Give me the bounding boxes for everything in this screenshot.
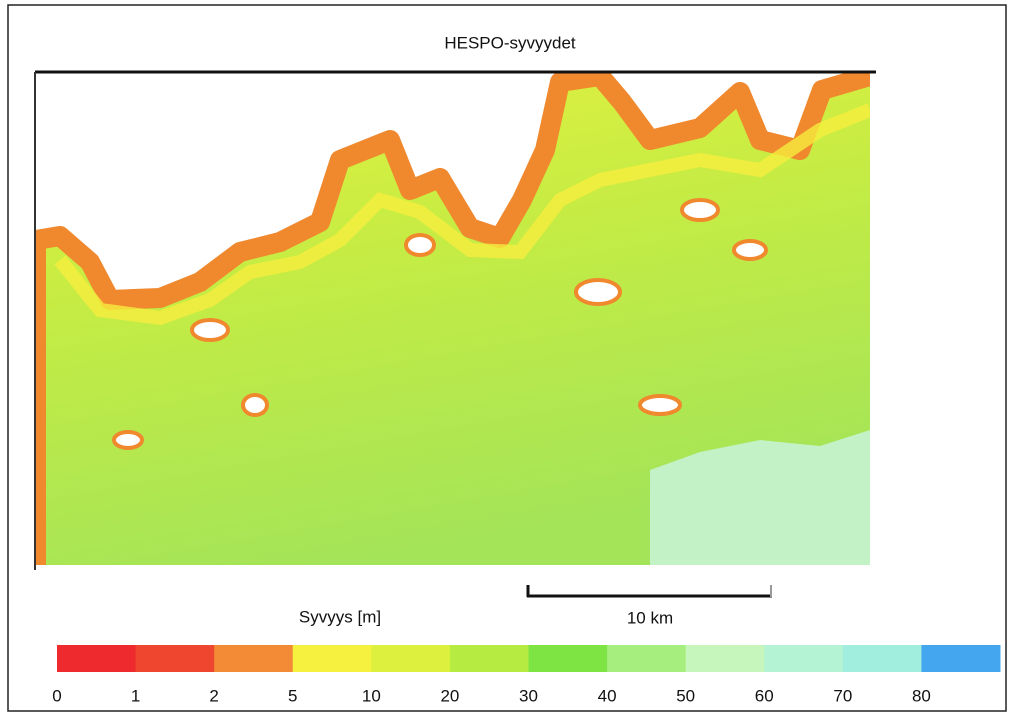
scale-bar: 10 km xyxy=(526,585,772,627)
legend-swatch xyxy=(528,645,608,672)
map-title: HESPO-syvyydet xyxy=(444,33,576,52)
legend-label: 0 xyxy=(52,686,61,705)
islands xyxy=(112,198,768,450)
water xyxy=(36,73,870,565)
legend-swatch xyxy=(135,645,215,672)
legend-label: 5 xyxy=(288,686,297,705)
legend-label: 80 xyxy=(912,686,931,705)
legend: 0 1 2 5 10 20 30 40 50 60 70 80 xyxy=(52,645,1001,705)
legend-label: 40 xyxy=(598,686,617,705)
legend-swatch xyxy=(292,645,372,672)
coast-shallow xyxy=(54,103,870,326)
legend-swatch xyxy=(764,645,844,672)
legend-swatch xyxy=(921,645,1001,672)
legend-title: Syvyys [m] xyxy=(299,607,381,626)
legend-swatch xyxy=(214,645,294,672)
scale-label: 10 km xyxy=(627,608,673,627)
legend-swatch xyxy=(685,645,765,672)
legend-label: 60 xyxy=(755,686,774,705)
legend-label: 1 xyxy=(131,686,140,705)
legend-label: 2 xyxy=(209,686,218,705)
map xyxy=(36,73,870,565)
legend-label: 30 xyxy=(519,686,538,705)
legend-swatch xyxy=(842,645,922,672)
legend-swatch xyxy=(371,645,451,672)
legend-swatch xyxy=(57,645,137,672)
legend-label: 10 xyxy=(362,686,381,705)
legend-swatch xyxy=(449,645,529,672)
legend-label: 70 xyxy=(833,686,852,705)
legend-label: 20 xyxy=(440,686,459,705)
deep-water xyxy=(650,430,870,565)
legend-label: 50 xyxy=(676,686,695,705)
legend-swatch xyxy=(607,645,687,672)
